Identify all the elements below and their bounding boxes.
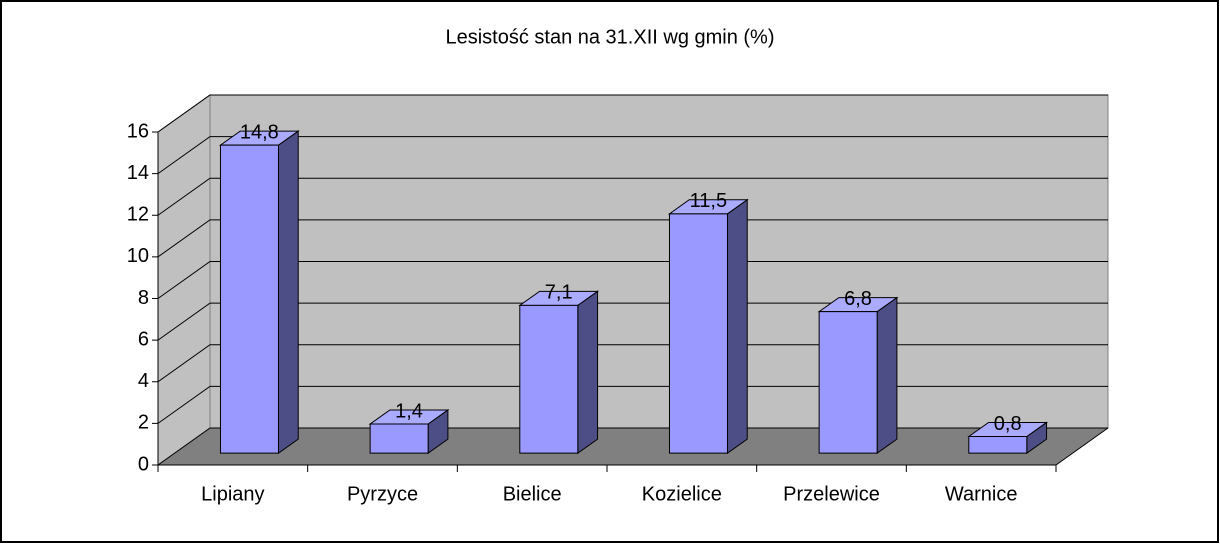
bar — [219, 144, 279, 454]
data-label: 0,8 — [994, 413, 1022, 435]
x-tick-label: Przelewice — [783, 483, 880, 505]
y-tick-label: 4 — [138, 370, 149, 392]
y-tick-label: 2 — [138, 412, 149, 434]
grid-line — [157, 261, 1108, 299]
y-tick-label: 14 — [127, 162, 149, 184]
bar-side — [277, 130, 299, 455]
y-tick-label: 10 — [127, 245, 149, 267]
grid-line — [157, 177, 1108, 216]
bar — [519, 304, 579, 454]
grid-line — [157, 94, 1108, 133]
data-label: 11,5 — [690, 190, 727, 212]
x-tick-label: Warnice — [945, 483, 1018, 505]
x-tick-label: Bielice — [503, 483, 562, 505]
bar-side — [577, 290, 599, 455]
data-label: 7,1 — [545, 282, 573, 304]
data-label: 6,8 — [844, 288, 872, 310]
grid-line — [157, 219, 1108, 258]
y-tick-label: 8 — [138, 287, 149, 309]
bar — [369, 423, 429, 454]
grid-line — [157, 302, 1108, 341]
chart-title: Lesistość stan na 31.XII wg gmin (%) — [445, 26, 774, 48]
data-label: 1,4 — [395, 400, 423, 422]
bar — [968, 436, 1028, 454]
floor-edge — [1055, 427, 1109, 466]
y-tick-label: 6 — [138, 328, 149, 350]
y-tick-label: 12 — [127, 204, 149, 226]
grid-line — [157, 344, 1108, 383]
y-tick-label: 16 — [127, 120, 149, 142]
floor — [158, 428, 1108, 465]
x-tick-label: Pyrzyce — [347, 483, 418, 505]
grid-line — [157, 427, 1108, 466]
grid-line — [157, 136, 1108, 175]
data-label: 14,8 — [240, 121, 279, 143]
x-tick-label: Kozielice — [642, 483, 722, 505]
bar-side — [876, 296, 898, 455]
grid-line — [157, 385, 1108, 424]
bar — [668, 213, 728, 454]
bar — [818, 311, 878, 454]
x-tick-label: Lipiany — [201, 483, 264, 505]
y-tick-label: 0 — [138, 453, 149, 475]
bar-side — [726, 198, 748, 455]
